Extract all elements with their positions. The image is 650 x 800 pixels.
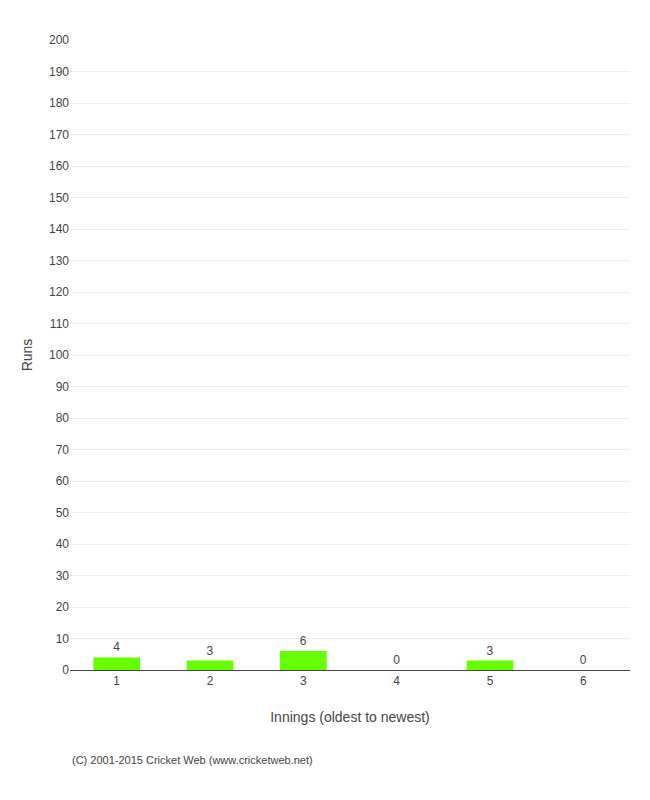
svg-text:4: 4 bbox=[393, 674, 400, 688]
svg-text:0: 0 bbox=[393, 653, 400, 667]
svg-text:120: 120 bbox=[49, 285, 69, 299]
svg-text:130: 130 bbox=[49, 254, 69, 268]
svg-text:2: 2 bbox=[207, 674, 214, 688]
svg-text:5: 5 bbox=[487, 674, 494, 688]
svg-text:3: 3 bbox=[487, 644, 494, 658]
svg-text:70: 70 bbox=[56, 443, 70, 457]
svg-text:170: 170 bbox=[49, 128, 69, 142]
svg-text:Runs: Runs bbox=[19, 339, 35, 372]
svg-text:0: 0 bbox=[62, 663, 69, 677]
svg-text:50: 50 bbox=[56, 506, 70, 520]
svg-text:20: 20 bbox=[56, 600, 70, 614]
svg-text:3: 3 bbox=[207, 644, 214, 658]
svg-text:10: 10 bbox=[56, 632, 70, 646]
svg-text:100: 100 bbox=[49, 348, 69, 362]
svg-text:60: 60 bbox=[56, 474, 70, 488]
svg-text:4: 4 bbox=[113, 640, 120, 654]
svg-text:190: 190 bbox=[49, 65, 69, 79]
svg-text:160: 160 bbox=[49, 159, 69, 173]
svg-text:40: 40 bbox=[56, 537, 70, 551]
svg-text:0: 0 bbox=[580, 653, 587, 667]
svg-text:200: 200 bbox=[49, 33, 69, 47]
svg-text:Innings (oldest to newest): Innings (oldest to newest) bbox=[270, 709, 430, 725]
svg-text:180: 180 bbox=[49, 96, 69, 110]
svg-text:1: 1 bbox=[113, 674, 120, 688]
svg-text:(C) 2001-2015 Cricket Web (www: (C) 2001-2015 Cricket Web (www.cricketwe… bbox=[72, 754, 313, 766]
svg-text:110: 110 bbox=[50, 317, 69, 331]
svg-text:6: 6 bbox=[580, 674, 587, 688]
svg-text:30: 30 bbox=[56, 569, 70, 583]
svg-text:6: 6 bbox=[300, 634, 307, 648]
svg-text:90: 90 bbox=[56, 380, 70, 394]
svg-text:140: 140 bbox=[49, 222, 69, 236]
svg-text:150: 150 bbox=[49, 191, 69, 205]
svg-text:80: 80 bbox=[56, 411, 70, 425]
svg-text:3: 3 bbox=[300, 674, 307, 688]
